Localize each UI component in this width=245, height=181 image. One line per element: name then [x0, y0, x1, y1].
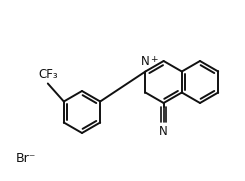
Text: N: N [141, 54, 150, 68]
Text: N: N [159, 125, 168, 138]
Text: +: + [150, 54, 158, 64]
Text: Br⁻: Br⁻ [16, 151, 36, 165]
Text: CF₃: CF₃ [38, 68, 58, 81]
